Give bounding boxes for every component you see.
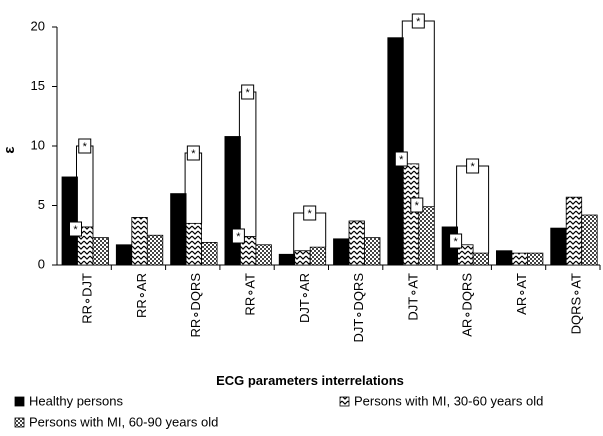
star-box xyxy=(231,228,245,244)
y-tick-label: 10 xyxy=(31,137,45,152)
bar xyxy=(61,176,78,266)
bar xyxy=(224,136,241,266)
y-tick-label: 5 xyxy=(38,197,45,212)
star-box xyxy=(410,197,424,213)
y-tick-label: 0 xyxy=(38,256,45,271)
star-box xyxy=(303,205,317,221)
legend-label: Healthy persons xyxy=(29,393,123,408)
legend-swatch xyxy=(14,396,25,407)
bar xyxy=(115,244,133,266)
x-tick-label: DJT∘AT xyxy=(405,273,420,321)
significance-star: * xyxy=(246,87,251,99)
x-tick-label: RR∘AT xyxy=(242,273,257,316)
star-box xyxy=(69,221,82,237)
bar xyxy=(333,238,350,266)
bar xyxy=(131,216,148,266)
legend-swatch xyxy=(14,417,25,428)
bar xyxy=(495,250,513,266)
x-tick-label: DQRS∘AT xyxy=(568,273,583,334)
x-axis-label: ECG parameters interrelations xyxy=(216,373,404,388)
bar xyxy=(402,163,420,266)
x-tick-label: AR∘DQRS xyxy=(460,273,475,337)
significance-star: * xyxy=(470,161,475,173)
x-tick-label: DJT∘DQRS xyxy=(351,273,366,343)
bar xyxy=(185,222,203,266)
bar xyxy=(565,196,583,266)
bar xyxy=(294,250,311,266)
bar xyxy=(146,234,164,266)
bar xyxy=(472,252,490,266)
bar xyxy=(201,241,218,266)
bar xyxy=(418,206,435,266)
significance-star: * xyxy=(191,148,196,160)
star-box xyxy=(394,151,408,167)
significance-star: * xyxy=(453,236,458,248)
legend-label: Persons with MI, 60-90 years old xyxy=(29,414,218,429)
bar xyxy=(550,227,567,266)
bar xyxy=(581,214,598,266)
bracket xyxy=(76,145,94,227)
y-axis-label: ε xyxy=(1,146,18,153)
significance-star: * xyxy=(73,224,78,236)
x-tick-label: DJT∘AR xyxy=(297,273,312,323)
significance-star: * xyxy=(308,208,313,220)
y-tick-label: 15 xyxy=(31,78,45,93)
bracket xyxy=(184,152,203,224)
bar xyxy=(309,246,327,266)
bar xyxy=(92,237,109,266)
bar xyxy=(527,252,544,266)
significance-star: * xyxy=(83,141,88,153)
significance-star: * xyxy=(416,16,421,28)
significance-star: * xyxy=(399,154,404,166)
bar xyxy=(348,220,365,266)
x-tick-label: RR∘DJT xyxy=(80,273,95,324)
bar xyxy=(170,193,187,266)
star-box xyxy=(186,145,200,161)
bar xyxy=(255,244,272,266)
star-box xyxy=(449,233,463,249)
bar xyxy=(511,252,528,266)
star-box xyxy=(241,84,255,100)
star-box xyxy=(78,138,92,154)
bracket xyxy=(238,91,257,237)
legend-label: Persons with MI, 30-60 years old xyxy=(354,393,543,408)
star-box xyxy=(411,13,425,29)
y-tick-label: 20 xyxy=(31,18,45,33)
bar xyxy=(364,237,381,266)
bar xyxy=(278,253,296,266)
legend-swatch xyxy=(339,396,350,407)
x-tick-label: RR∘AR xyxy=(134,273,149,318)
star-box xyxy=(466,158,480,174)
significance-star: * xyxy=(236,231,241,243)
x-tick-label: AR∘AT xyxy=(514,273,529,315)
x-tick-label: RR∘DQRS xyxy=(188,273,203,338)
significance-star: * xyxy=(415,200,420,212)
bar xyxy=(387,37,404,266)
